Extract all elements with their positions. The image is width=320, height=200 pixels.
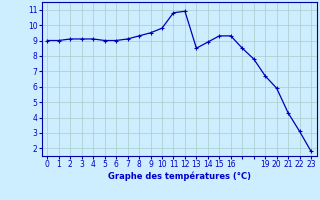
X-axis label: Graphe des températures (°C): Graphe des températures (°C) [108,172,251,181]
